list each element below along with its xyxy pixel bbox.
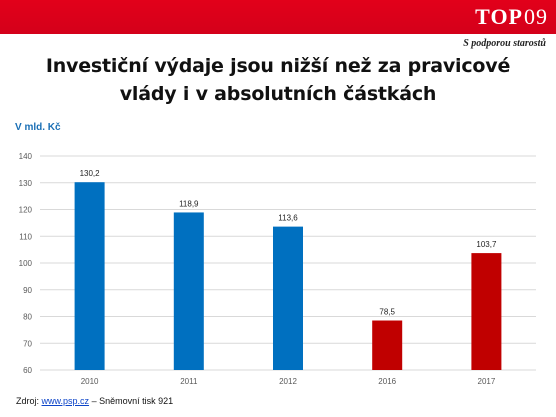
logo-number: 09: [524, 4, 548, 29]
bar: [372, 320, 403, 370]
unit-label: V mld. Kč: [15, 122, 61, 133]
logo-word: TOP: [475, 4, 523, 29]
source-note: Zdroj: www.psp.cz – Sněmovní tisk 921: [16, 396, 173, 406]
bar: [273, 226, 303, 370]
x-tick-label: 2012: [279, 377, 297, 386]
data-label: 103,7: [476, 240, 497, 249]
bar: [173, 212, 204, 370]
data-label: 118,9: [179, 199, 199, 208]
source-suffix: – Sněmovní tisk 921: [91, 396, 174, 406]
source-link[interactable]: www.psp.cz: [41, 396, 90, 406]
bar-chart: 60 70 80 90 100 110 120 130 140 130,2 2010 118,9 201…: [19, 152, 536, 386]
bar: [74, 182, 105, 370]
y-tick-label: 90: [23, 286, 32, 295]
title-line-2: vlády i v absolutních částkách: [119, 83, 437, 105]
title-line-1: Investiční výdaje jsou nižší než za prav…: [45, 55, 511, 77]
y-tick-label: 100: [19, 259, 33, 268]
y-tick-label: 130: [19, 179, 33, 188]
slide-title: Investiční výdaje jsou nižší než za prav…: [0, 52, 556, 108]
y-tick-label: 80: [23, 313, 32, 322]
y-tick-label: 70: [23, 339, 32, 348]
y-tick-label: 60: [23, 366, 32, 375]
y-tick-label: 110: [19, 232, 32, 241]
tagline: S podporou starostů: [463, 38, 546, 49]
top-red-bar: [0, 0, 556, 34]
data-label: 130,2: [80, 169, 101, 178]
x-tick-label: 2010: [81, 377, 99, 386]
y-tick-label: 140: [19, 152, 33, 161]
source-prefix: Zdroj:: [16, 396, 40, 406]
x-tick-label: 2016: [378, 377, 396, 386]
bar: [471, 253, 502, 370]
x-tick-label: 2011: [180, 377, 198, 386]
data-label: 113,6: [278, 214, 298, 223]
x-tick-label: 2017: [478, 377, 496, 386]
y-tick-label: 120: [19, 206, 33, 215]
top09-logo: TOP 09: [475, 2, 548, 32]
data-label: 78,5: [379, 308, 395, 317]
